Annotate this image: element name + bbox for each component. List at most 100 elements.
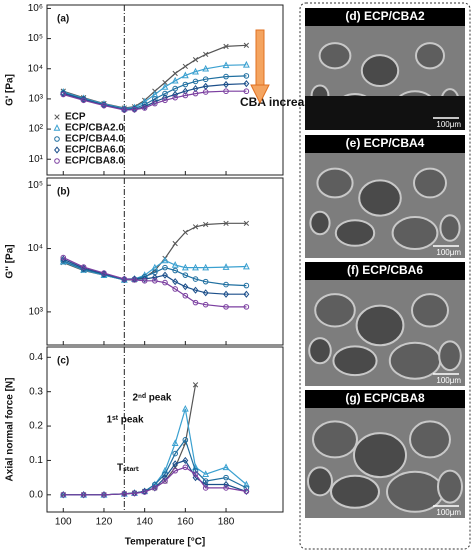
- marker: [172, 460, 179, 468]
- foam-cell: [439, 214, 461, 242]
- marker: [192, 57, 199, 63]
- marker: [181, 263, 189, 271]
- marker: [223, 220, 229, 227]
- scale-label: 100μm: [436, 376, 461, 385]
- x-tick-label: 140: [136, 517, 153, 528]
- marker: [161, 256, 169, 264]
- marker: [101, 270, 107, 276]
- marker: [152, 100, 158, 107]
- marker: [202, 478, 209, 484]
- marker: [54, 136, 60, 142]
- marker: [171, 439, 179, 447]
- y-axis-title: G'' [Pa]: [5, 244, 16, 278]
- series-line: [63, 257, 247, 308]
- y-axis-title: Axial normal force [N]: [5, 378, 16, 482]
- marker: [242, 60, 250, 68]
- marker: [162, 478, 168, 484]
- marker: [182, 464, 189, 471]
- marker: [60, 91, 67, 98]
- y-tick-label: 0.3: [29, 386, 43, 397]
- annotation: 2ⁿᵈ peak: [132, 393, 171, 404]
- foam-cell: [318, 42, 352, 70]
- scale-label: 100μm: [436, 248, 461, 257]
- series-line: [63, 459, 247, 496]
- foam-cell: [316, 167, 354, 199]
- image-panel-frame: [299, 2, 471, 550]
- marker: [182, 456, 189, 465]
- y-tick-label: 10⁴: [28, 243, 43, 254]
- x-tick-label: 180: [218, 517, 235, 528]
- marker: [161, 83, 169, 90]
- y-tick-label: 10³: [29, 307, 44, 318]
- marker: [181, 404, 189, 412]
- foam-cell: [360, 54, 400, 87]
- marker: [192, 276, 199, 282]
- marker: [192, 67, 199, 75]
- foam-cell: [415, 42, 445, 70]
- marker: [223, 88, 229, 95]
- foam-cell: [355, 304, 405, 347]
- marker: [223, 474, 229, 481]
- marker: [141, 489, 148, 495]
- foam-cell: [312, 420, 358, 459]
- x-tick-label: 120: [96, 517, 113, 528]
- marker: [243, 80, 250, 88]
- marker: [172, 286, 178, 292]
- marker: [203, 51, 209, 58]
- marker: [243, 88, 250, 95]
- y-tick-label: 10⁵: [28, 33, 43, 44]
- marker: [243, 485, 250, 491]
- marker: [172, 70, 178, 77]
- marker: [223, 304, 229, 310]
- marker: [223, 80, 229, 89]
- y-tick-label: 10²: [29, 124, 44, 135]
- marker: [131, 277, 138, 283]
- marker: [182, 283, 189, 291]
- marker: [243, 487, 250, 495]
- marker: [243, 290, 250, 298]
- marker: [131, 106, 138, 113]
- marker: [192, 78, 199, 85]
- marker: [60, 254, 67, 261]
- legend-label: ECP/CBA6.0: [65, 145, 124, 156]
- marker: [192, 286, 199, 294]
- marker: [223, 281, 229, 288]
- marker: [121, 276, 128, 282]
- marker: [182, 92, 189, 99]
- marker: [242, 262, 250, 270]
- x-tick-label: 160: [177, 517, 194, 528]
- marker: [172, 278, 179, 286]
- marker: [172, 240, 178, 247]
- y-tick-label: 0.0: [29, 489, 43, 500]
- y-tick-label: 0.4: [29, 352, 43, 363]
- marker: [182, 229, 188, 236]
- marker: [202, 64, 210, 72]
- marker: [172, 450, 178, 457]
- image-title: (g) ECP/CBA8: [345, 391, 425, 405]
- foam-cell: [438, 340, 462, 372]
- image-title-bar: [305, 135, 465, 153]
- marker: [162, 79, 168, 86]
- foam-cell: [437, 469, 463, 504]
- marker: [243, 488, 250, 495]
- arrow-head: [250, 84, 270, 105]
- marker: [151, 98, 158, 106]
- foam-cell: [332, 345, 378, 377]
- marker: [162, 264, 168, 271]
- marker: [222, 61, 230, 69]
- foam-cell: [391, 216, 439, 250]
- marker: [243, 282, 250, 289]
- marker: [80, 97, 87, 104]
- marker: [222, 463, 230, 471]
- marker: [152, 277, 158, 284]
- marker: [80, 264, 87, 270]
- series-line: [63, 90, 247, 111]
- plot-frame: [46, 177, 284, 346]
- marker: [182, 81, 189, 88]
- marker: [152, 485, 158, 491]
- marker: [54, 158, 60, 164]
- marker: [53, 124, 61, 131]
- marker: [203, 221, 209, 228]
- marker: [243, 220, 250, 227]
- y-tick-label: 0.2: [29, 421, 43, 432]
